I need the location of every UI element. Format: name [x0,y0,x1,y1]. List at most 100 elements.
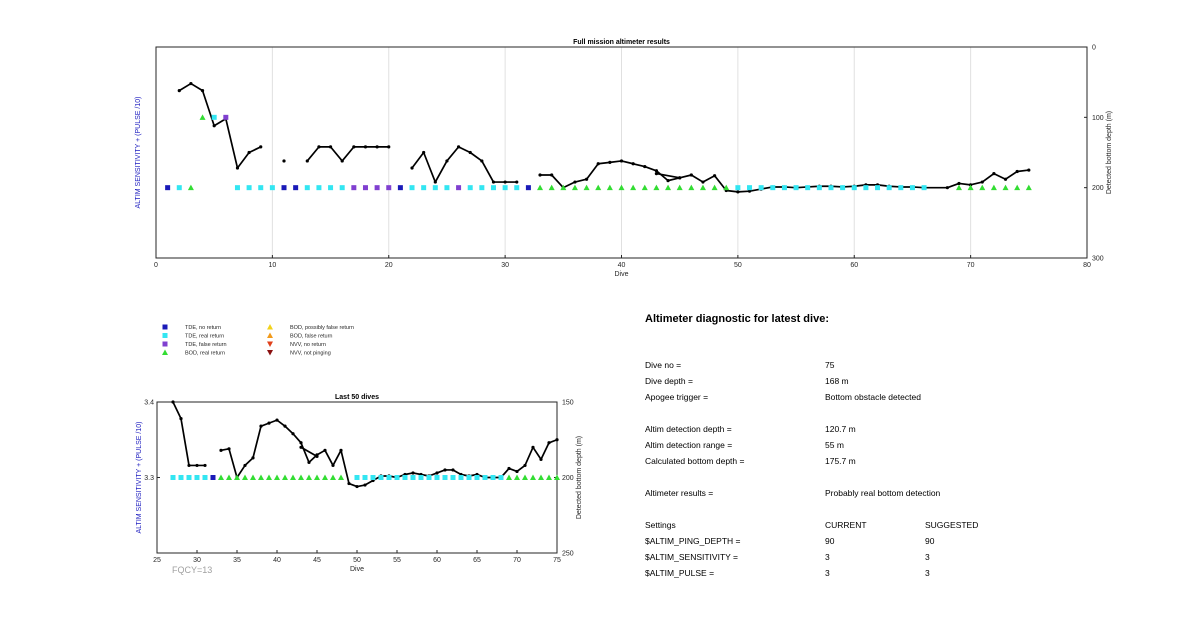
legend-marker-tde_false_return [162,341,168,347]
calc-depth-row: Calculated bottom depth = 175.7 m [645,453,1065,469]
full-marker-bod_real_return [665,184,672,191]
full-ylabel-right: Detected bottom depth (m) [1106,111,1113,194]
full-depth-point [200,89,205,93]
ping-row: $ALTIM_PING_DEPTH = 90 90 [645,533,1065,549]
apogee-value: Bottom obstacle detected [825,392,921,402]
suggested-label: SUGGESTED [925,520,979,530]
full-x-tick-label: 40 [618,262,626,269]
last50-marker-bod_real_return [242,474,248,480]
apogee-label: Apogee trigger = [645,392,709,402]
last50-x-tick-label: 35 [233,557,241,564]
last50-marker-tde_real_return [354,475,360,480]
full-depth-point [573,180,577,184]
full-depth-point [643,164,647,169]
last50-x-tick-label: 70 [513,557,521,564]
last50-depth-point [355,484,359,489]
full-marker-bod_real_return [653,184,660,191]
full-depth-point [352,145,356,149]
full-depth-point [282,159,286,163]
last50-depth-point [443,468,447,472]
legend-marker-nvv_not_pinging [267,350,273,356]
last50-marker-tde_real_return [450,475,456,480]
settings-header-row: Settings CURRENT SUGGESTED [645,517,1065,533]
det-depth-label: Altim detection depth = [645,424,732,434]
full-marker-bod_real_return [606,184,613,191]
full-depth-point [747,189,752,193]
dive-no-label: Dive no = [645,360,682,370]
dive-depth-label: Dive depth = [645,376,693,386]
full-depth-point [713,174,717,178]
full-marker-tde_real_return [898,185,904,191]
full-depth-point [422,150,426,155]
full-marker-tde_real_return [863,185,869,191]
last50-depth-point [539,457,543,461]
last50-marker-tde_no_return [210,475,216,480]
legend-label-nvv_not_pinging: NVV, not pinging [290,351,331,357]
full-marker-bod_real_return [548,184,555,191]
last50-marker-tde_real_return [386,475,392,480]
full-depth-point [654,169,659,173]
full-depth-point [259,145,263,149]
full-depth-point [666,179,670,183]
last50-depth-point [347,481,351,486]
full-depth-point [387,145,391,149]
last50-marker-bod_real_return [274,474,280,480]
full-depth-point [456,145,461,149]
last50-depth-point [363,483,367,487]
full-marker-bod_real_return [723,184,730,191]
full-marker-tde_real_return [176,185,182,191]
last50-depth-point [171,400,175,404]
full-marker-tde_real_return [875,185,881,191]
last50-marker-bod_real_return [530,474,536,480]
full-depth-point [468,150,472,155]
full-marker-bod_real_return [630,184,637,191]
last50-marker-bod_real_return [330,474,336,480]
full-marker-bod_real_return [711,184,718,191]
full-depth-point [689,173,693,177]
last50-marker-bod_real_return [506,474,512,480]
det-depth-row: Altim detection depth = 120.7 m [645,421,1065,437]
last50-marker-tde_real_return [466,475,472,480]
full-depth-point [491,180,496,184]
full-depth-point [328,145,333,149]
full-depth-point [177,89,181,93]
full-x-tick-label: 10 [268,262,276,269]
full-depth-point [445,159,449,163]
legend-label-nvv_no_return: NVV, no return [290,342,326,348]
full-marker-bod_real_return [1025,184,1032,191]
full-marker-tde_real_return [328,185,334,191]
full-marker-bod_real_return [537,184,544,191]
full-marker-tde_real_return [886,185,892,191]
last50-marker-bod_real_return [282,474,288,480]
last50-x-tick-label: 75 [553,557,561,564]
full-marker-tde_false_return [386,185,392,191]
full-marker-bod_real_return [967,184,974,191]
last50-marker-bod_real_return [266,474,272,480]
last50-depth-point [555,438,559,442]
last50-depth-point [307,460,311,464]
last50-depth-point [411,471,415,475]
full-marker-bod_real_return [595,184,602,191]
last50-depth-point [283,424,287,428]
full-depth-point [1003,177,1008,181]
ping-label: $ALTIM_PING_DEPTH = [645,536,741,546]
last50-depth-line [172,401,205,467]
last50-marker-tde_real_return [402,475,408,480]
last50-marker-bod_real_return [338,474,344,480]
full-marker-bod_real_return [990,184,997,191]
full-marker-tde_real_return [409,185,415,191]
last50-x-tick-label: 55 [393,557,401,564]
legend-label-tde_false_return: TDE, false return [185,342,227,348]
last50-marker-tde_real_return [482,475,488,480]
full-marker-tde_real_return [514,185,520,191]
last50-marker-tde_real_return [498,475,504,480]
full-marker-tde_no_return [165,185,171,191]
full-marker-tde_real_return [246,185,252,191]
full-depth-point [550,173,554,177]
full-x-tick-label: 80 [1083,262,1091,269]
full-marker-tde_false_return [223,114,229,120]
last50-x-tick-label: 25 [153,557,161,564]
legend-marker-tde_no_return [162,324,168,330]
full-depth-point [503,180,507,184]
last50-marker-tde_real_return [410,475,416,480]
